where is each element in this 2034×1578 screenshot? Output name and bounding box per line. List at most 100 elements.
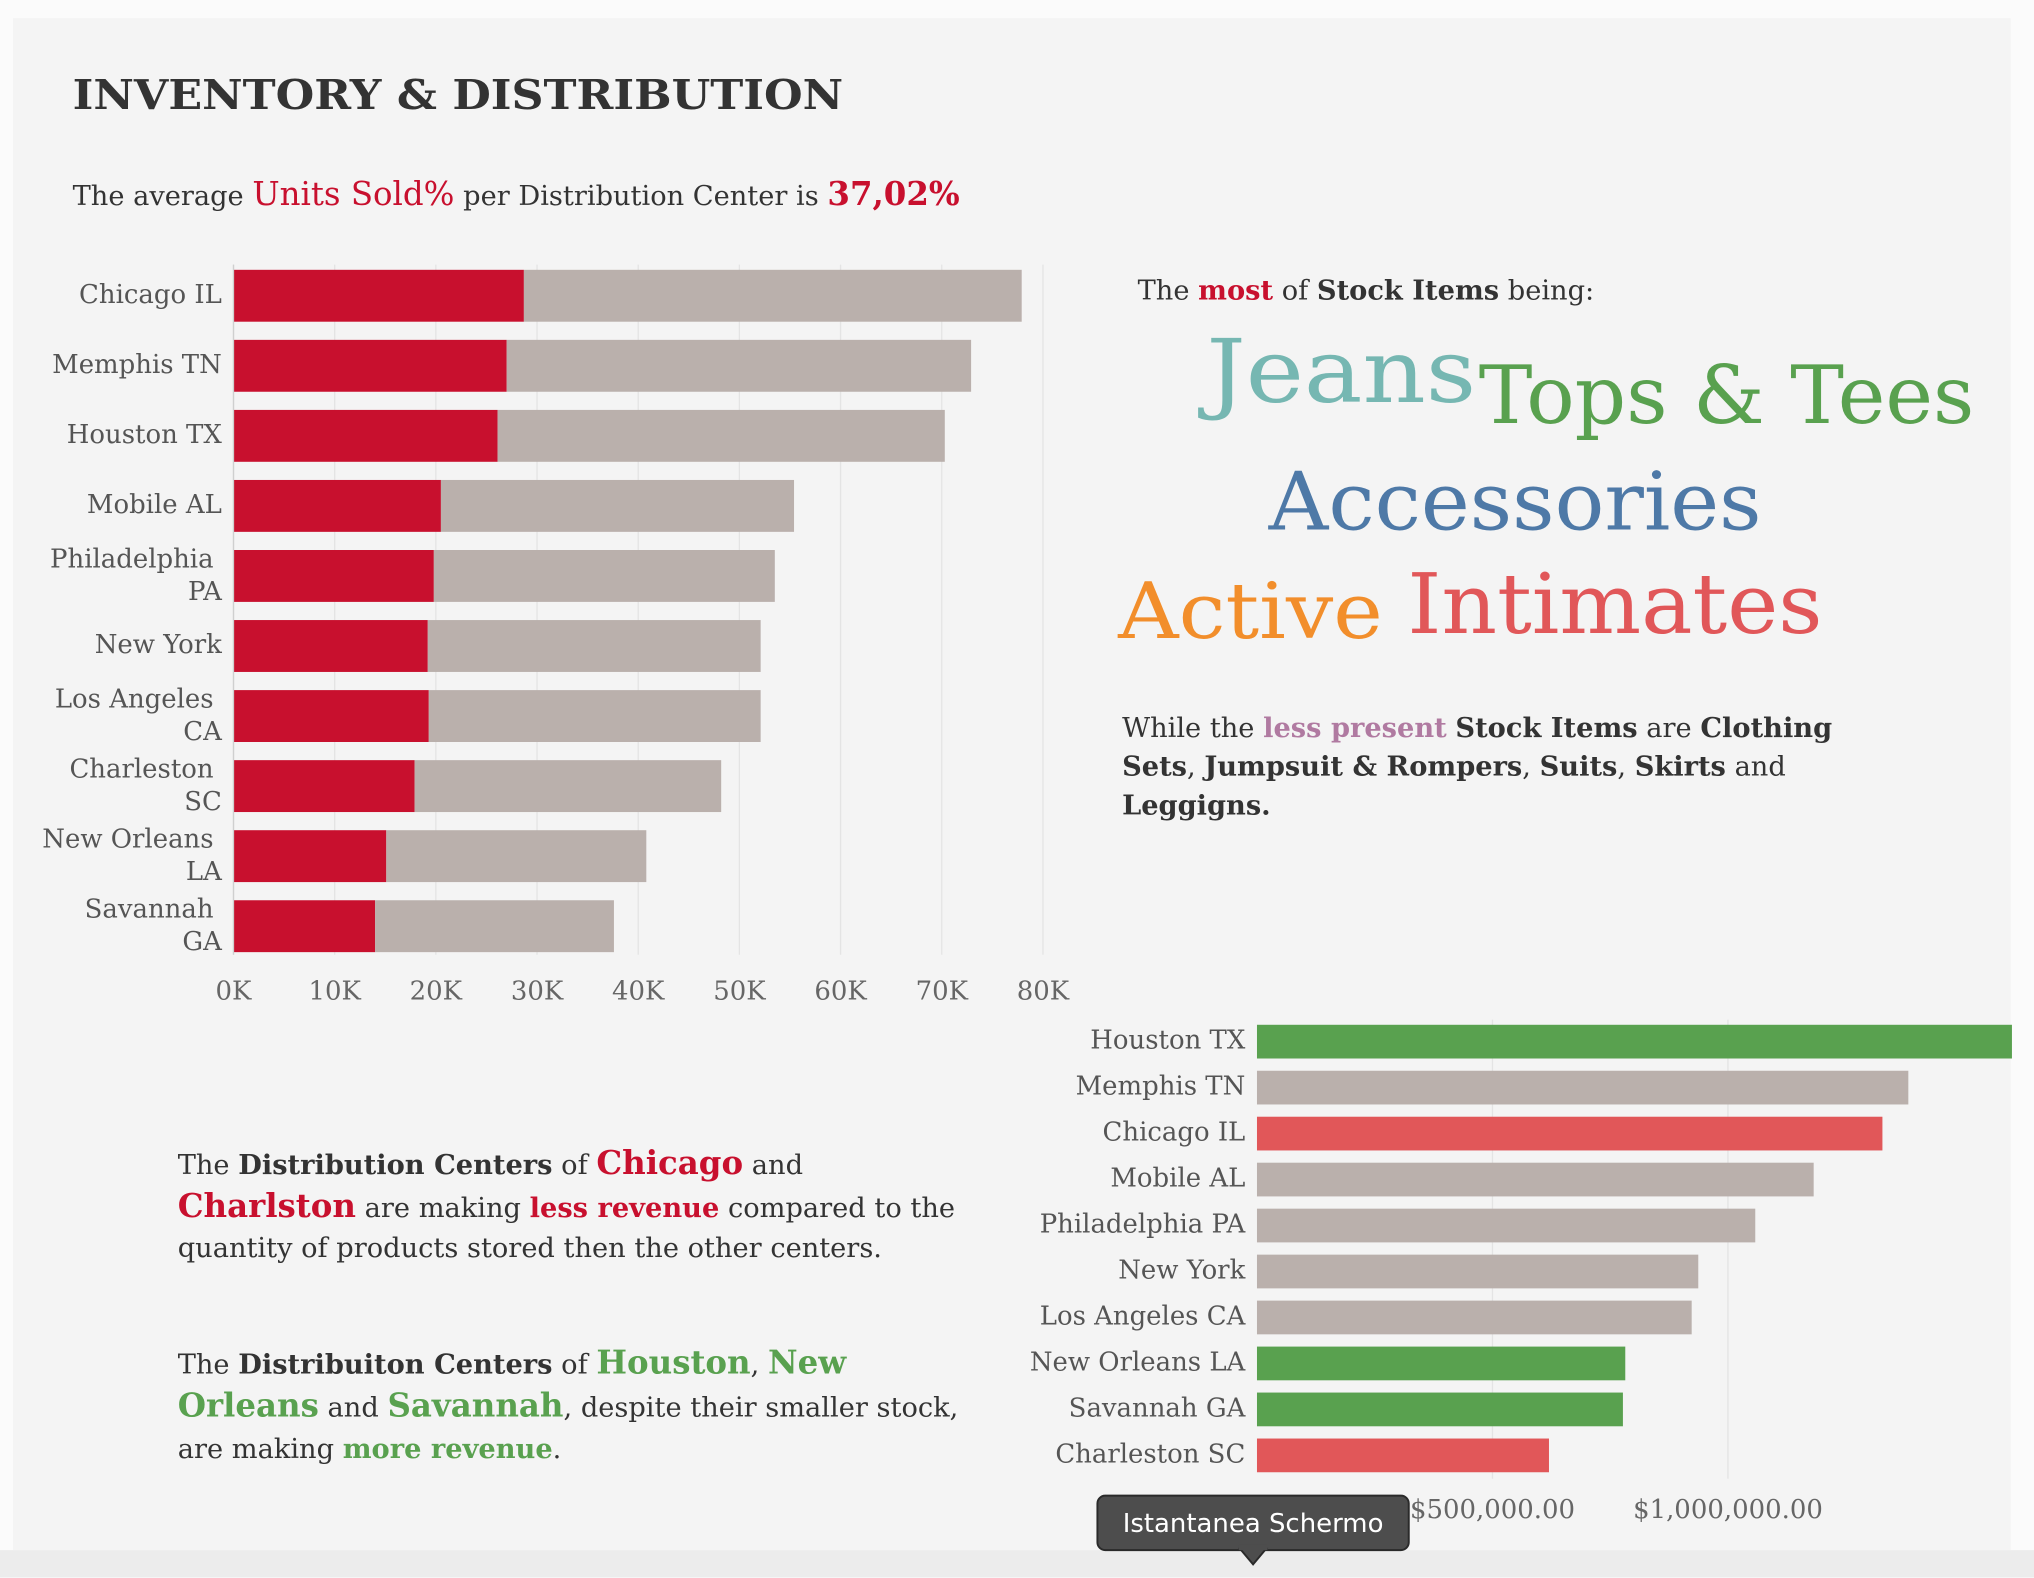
bar-segment xyxy=(414,760,722,813)
bar-segment xyxy=(233,620,428,672)
category-label: Houston TX xyxy=(1090,1026,1246,1056)
highlight: most xyxy=(1198,273,1274,307)
bar xyxy=(1256,1024,2012,1059)
bar-segment xyxy=(233,269,524,322)
highlight: Distribuiton Centers xyxy=(238,1347,553,1381)
category-label: Chicago IL xyxy=(1103,1118,1246,1148)
highlight: Stock Items xyxy=(1455,710,1638,744)
bar xyxy=(1256,1300,1692,1335)
bar-segment xyxy=(233,760,415,813)
bar-segment xyxy=(497,409,945,462)
note-revenue-low: The Distribution Centers of Chicago and … xyxy=(178,1143,976,1269)
x-tick-label: $1,000,000.00 xyxy=(1633,1495,1823,1525)
bar-segment xyxy=(386,830,647,883)
bar-segment xyxy=(375,900,614,953)
category-label: Houston TX xyxy=(67,420,223,450)
subtitle-text: The average xyxy=(73,181,244,212)
text: , xyxy=(1522,751,1531,783)
highlight: less revenue xyxy=(529,1190,720,1224)
category-label: Chicago IL xyxy=(79,280,222,310)
text: The xyxy=(177,1149,230,1181)
highlight: Stock Items xyxy=(1316,273,1500,307)
bar-segment xyxy=(433,550,775,602)
category-label: Mobile AL xyxy=(87,490,222,520)
bar-segment xyxy=(440,479,795,532)
text: of xyxy=(561,1149,588,1181)
x-tick-label: 0K xyxy=(216,976,253,1006)
cloud-word: Active xyxy=(1117,567,1383,657)
note-most: The most of Stock Items being: xyxy=(1138,270,1916,312)
bar xyxy=(1256,1346,1626,1381)
bar xyxy=(1256,1162,1814,1197)
x-tick-label: $500,000.00 xyxy=(1410,1495,1575,1525)
category-label: Savannah GA xyxy=(1069,1393,1246,1423)
city: Houston xyxy=(596,1343,751,1382)
subtitle-text: per Distribution Center is xyxy=(463,181,819,212)
category-label: New Orleans LA xyxy=(1030,1347,1246,1377)
highlight: less present xyxy=(1263,710,1447,744)
bar xyxy=(1256,1070,1909,1105)
bar xyxy=(1256,1254,1699,1289)
x-tick-label: 40K xyxy=(612,976,665,1006)
city: Savannah xyxy=(387,1386,564,1425)
bar-segment xyxy=(428,690,761,742)
highlight: more revenue xyxy=(342,1432,553,1465)
highlight: Distribution Centers xyxy=(238,1148,553,1181)
category-label: Philadelphia PA xyxy=(1040,1210,1246,1240)
bottom-strip xyxy=(0,1550,2034,1578)
text: and xyxy=(327,1391,379,1424)
text: The xyxy=(1137,275,1190,307)
category-label: Charleston SC xyxy=(1055,1439,1245,1469)
category-label: Philadelphia PA xyxy=(50,544,222,606)
bar xyxy=(1256,1438,1549,1473)
city: New Orleans xyxy=(177,1343,847,1425)
item: Skirts xyxy=(1634,749,1726,783)
subtitle: The average Units Sold% per Distribution… xyxy=(73,175,960,213)
x-tick-label: 20K xyxy=(410,976,463,1006)
x-tick-label: 10K xyxy=(308,976,361,1006)
text: While the xyxy=(1122,712,1255,744)
category-label: New York xyxy=(1118,1256,1245,1286)
category-label: Memphis TN xyxy=(1076,1072,1246,1102)
note-least: While the less present Stock Items are C… xyxy=(1122,708,1900,825)
category-label: Los Angeles CA xyxy=(1040,1301,1246,1331)
bar xyxy=(1256,1116,1883,1151)
x-tick-label: 50K xyxy=(713,976,766,1006)
bar-segment xyxy=(233,409,498,462)
text: compared to the quantity of products sto… xyxy=(177,1192,955,1264)
item: Jumpsuit & Rompers xyxy=(1204,749,1523,783)
bar-segment xyxy=(523,269,1022,322)
cloud-word: Intimates xyxy=(1407,556,1822,653)
text: and xyxy=(1734,751,1786,783)
city: Chicago xyxy=(596,1144,744,1182)
text: , despite their smaller stock, are makin… xyxy=(177,1391,959,1465)
bar-segment xyxy=(506,339,972,392)
text: being: xyxy=(1507,275,1595,307)
title: INVENTORY & DISTRIBUTION xyxy=(73,70,844,119)
category-label: Los Angeles CA xyxy=(55,684,222,746)
category-label: New York xyxy=(95,630,222,660)
text: and xyxy=(751,1149,804,1181)
bar-segment xyxy=(233,479,441,532)
category-label: Memphis TN xyxy=(52,350,222,380)
bar-segment xyxy=(233,339,507,392)
category-label: Savannah GA xyxy=(85,895,222,957)
x-tick-label: 30K xyxy=(511,976,564,1006)
bar-segment xyxy=(233,900,376,953)
x-tick-label: 80K xyxy=(1017,976,1070,1006)
item: Leggigns. xyxy=(1122,788,1271,822)
cloud-word: Accessories xyxy=(1268,454,1762,548)
bar-segment xyxy=(233,550,434,602)
text: , xyxy=(1187,751,1196,783)
subtitle-value: 37,02% xyxy=(827,175,959,213)
bar xyxy=(1256,1392,1623,1427)
x-tick-label: 70K xyxy=(916,976,969,1006)
text: are xyxy=(1646,712,1692,744)
cloud-word: Tops & Tees xyxy=(1479,348,1975,442)
text: of xyxy=(561,1349,588,1381)
text: . xyxy=(552,1433,562,1465)
bar-segment xyxy=(427,620,761,672)
note-revenue-high: The Distribuiton Centers of Houston, New… xyxy=(178,1343,976,1470)
